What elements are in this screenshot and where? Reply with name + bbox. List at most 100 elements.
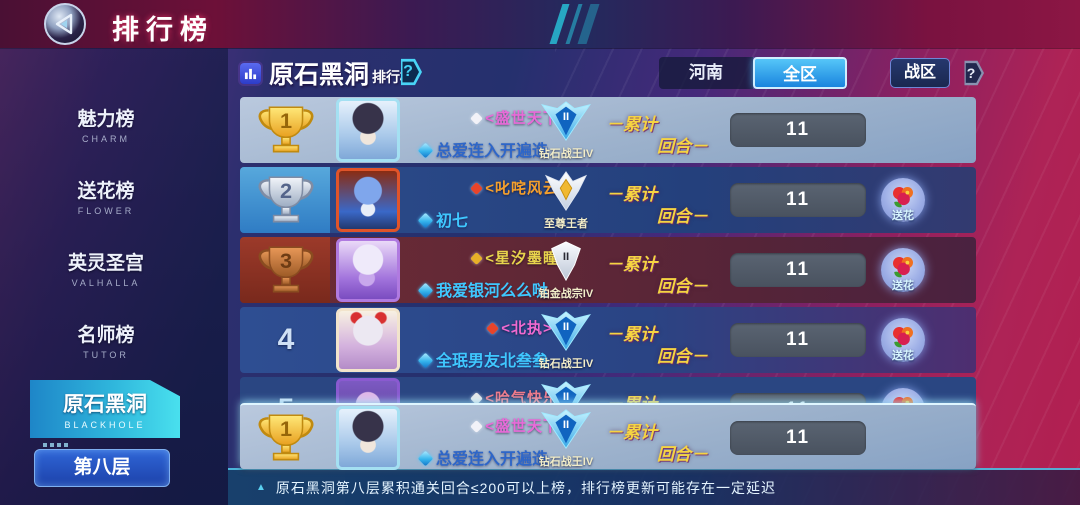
back-button[interactable]	[44, 3, 86, 45]
round-count-value: 11	[730, 323, 866, 357]
leaderboard-row[interactable]: 1 1 <盛世天下> 总爱连入开遍造 II	[240, 97, 976, 163]
sidebar-item-flower[interactable]: 送花榜 FLOWER	[0, 176, 212, 216]
sidebar-item-sublabel: CHARM	[82, 134, 130, 144]
warzone-button[interactable]: 战区	[890, 58, 950, 88]
sidebar-item-label: 英灵圣宫	[67, 253, 144, 274]
rank-cell: 4 4	[249, 309, 323, 371]
sidebar-item-sublabel: TUTOR	[83, 350, 129, 360]
player-title: <盛世天下>	[418, 107, 623, 128]
svg-text:II: II	[563, 111, 569, 123]
player-name: 总爱连入开遍造	[417, 445, 623, 469]
rank-number: 4	[277, 323, 295, 356]
svg-text:II: II	[563, 321, 569, 333]
diamond-badge-icon: II	[541, 381, 591, 421]
rank-cell: 2 2	[249, 169, 323, 231]
player-identity: <叱咤风云> 初七	[417, 177, 623, 231]
region-tabs: 河南 全区	[659, 57, 847, 89]
leaderboard-row[interactable]: 1 1 <盛世天下> 总爱连入开遍造 II	[240, 403, 976, 470]
rank-badge: 至尊王者	[524, 170, 608, 231]
player-avatar[interactable]	[336, 168, 400, 232]
title-badge-icon	[470, 252, 484, 265]
sidebar: 魅力榜 CHARM 送花榜 FLOWER 英灵圣宫 VALHALLA 名师榜 T…	[0, 48, 228, 505]
sidebar-item-charm[interactable]: 魅力榜 CHARM	[0, 104, 212, 144]
rank-cell: 1 1	[249, 407, 323, 469]
title-badge-icon	[486, 322, 500, 335]
metric-label: －累计 回合－	[606, 185, 708, 226]
gem-icon	[417, 352, 434, 369]
player-identity: <盛世天下> 总爱连入开遍造	[417, 415, 623, 469]
diamond-badge-icon: II	[541, 409, 591, 449]
leaderboard-row[interactable]: 4 4 <北执> 全珉男友北叁叁 II II	[240, 307, 976, 373]
sidebar-item-valhalla[interactable]: 英灵圣宫 VALHALLA	[0, 248, 212, 288]
svg-text:3: 3	[280, 248, 292, 273]
flower-icon	[893, 327, 913, 348]
player-avatar[interactable]	[336, 406, 400, 470]
rank-badge: II II 钻石战王IV	[524, 310, 608, 371]
send-flower-button[interactable]: 送花	[881, 318, 925, 362]
svg-text:1: 1	[280, 108, 292, 133]
warzone-help-icon[interactable]: ?	[964, 60, 984, 86]
player-name: 初七	[417, 207, 623, 231]
rank-badge-label: 钻石战王IV	[538, 358, 594, 370]
rank-badge: II II 钻石战王IV	[524, 100, 608, 161]
round-count-value: 11	[730, 113, 866, 147]
svg-text:II: II	[563, 251, 569, 263]
svg-text:2: 2	[280, 178, 292, 203]
board-header: 原石黑洞 排行榜	[240, 55, 414, 91]
sidebar-item-label: 送花榜	[77, 181, 135, 202]
svg-text:II: II	[563, 419, 569, 431]
player-avatar[interactable]	[336, 238, 400, 302]
trophy-icon: 2	[258, 176, 314, 223]
sidebar-item-label: 原石黑洞	[63, 393, 147, 416]
sidebar-item-sublabel: BLACKHOLE	[64, 420, 146, 430]
player-avatar[interactable]	[336, 98, 400, 162]
rank-badge-label: 钻石战王IV	[538, 148, 594, 160]
gem-icon	[417, 450, 434, 467]
question-mark: ?	[402, 61, 419, 83]
tab-henan[interactable]: 河南	[659, 57, 753, 89]
gem-icon	[417, 142, 434, 159]
trophy-icon: 1	[258, 414, 314, 461]
sidebar-item-tutor[interactable]: 名师榜 TUTOR	[0, 320, 212, 360]
rank-cell: 1 1	[249, 99, 323, 161]
leaderboard-icon	[240, 62, 261, 84]
round-count-value: 11	[730, 183, 866, 217]
player-title: <盛世天下>	[418, 415, 623, 436]
trophy-icon: 1	[258, 106, 314, 153]
sidebar-item-label: 名师榜	[77, 325, 135, 346]
round-count-value: 11	[730, 253, 866, 287]
player-title: <哈气快乐>	[418, 387, 623, 408]
title-badge-icon	[470, 182, 484, 195]
rank-badge: II II 钻石战王IV	[524, 408, 608, 469]
sidebar-item-blackhole-active[interactable]: 原石黑洞 BLACKHOLE	[30, 380, 180, 438]
gem-icon	[417, 282, 434, 299]
tab-all-region[interactable]: 全区	[753, 57, 847, 89]
player-identity: <哈气快乐>	[418, 387, 623, 435]
metric-label: －累计 回合－	[606, 255, 708, 296]
send-flower-button[interactable]: 送花	[881, 248, 925, 292]
player-title: <北执>	[418, 317, 623, 338]
player-identity: <盛世天下> 总爱连入开遍造	[417, 107, 623, 161]
board-help-icon[interactable]: ?	[401, 58, 422, 86]
player-avatar[interactable]	[336, 308, 400, 372]
notice-triangle-icon: ▲	[256, 482, 266, 493]
trophy-icon: 3	[258, 246, 314, 293]
player-title: <叱咤风云>	[418, 177, 623, 198]
rank-badge-label: 至尊王者	[544, 218, 588, 230]
player-title: <星汐墨瞳>	[418, 247, 623, 268]
title-badge-icon	[470, 112, 484, 125]
player-identity: <北执> 全珉男友北叁叁	[417, 317, 623, 371]
back-arrow-icon	[55, 13, 73, 35]
leaderboard-row[interactable]: 2 2 <叱咤风云> 初七	[240, 167, 976, 233]
send-flower-button[interactable]: 送花	[881, 178, 925, 222]
gem-icon	[417, 212, 434, 229]
sidebar-item-label: 魅力榜	[77, 109, 135, 130]
metric-label: －累计 回合－	[606, 115, 708, 156]
sidebar-subitem-floor8[interactable]: 第八层	[34, 443, 170, 487]
notice-bar: ▲ 原石黑洞第八层累积通关回合≤200可以上榜，排行榜更新可能存在一定延迟	[228, 468, 1080, 505]
metric-label: －累计 回合－	[606, 325, 708, 366]
flower-icon	[893, 257, 913, 278]
question-mark: ?	[965, 63, 982, 83]
flower-icon	[893, 187, 913, 208]
leaderboard-row[interactable]: 3 3 <星汐墨瞳> 我爱银河么么哒 II	[240, 237, 976, 303]
